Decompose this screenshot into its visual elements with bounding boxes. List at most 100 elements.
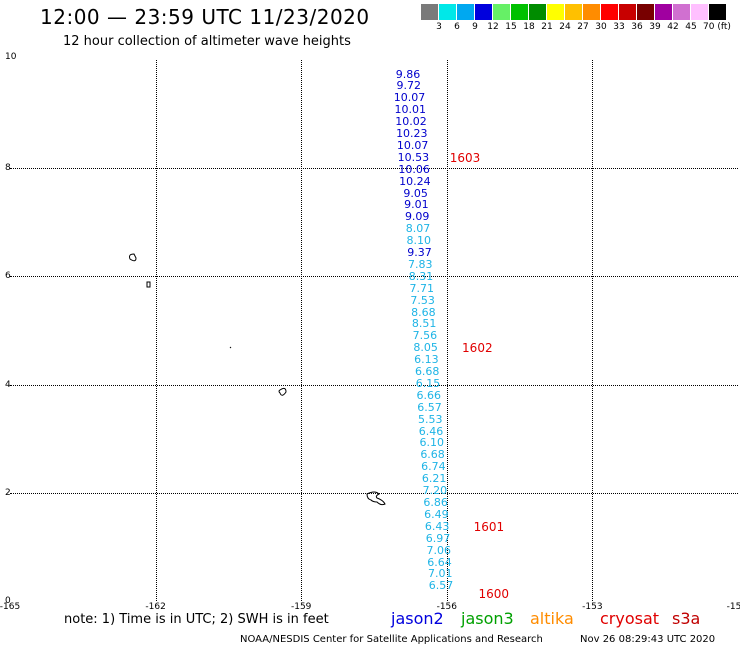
island-outlines — [129, 253, 386, 506]
wave-height-reading: 8.68 — [411, 305, 436, 319]
scale-swatch — [439, 4, 456, 20]
wave-height-reading: 8.51 — [411, 317, 437, 331]
latitude-label: 6 — [5, 271, 11, 282]
wave-height-reading: 8.07 — [405, 222, 431, 236]
latitude-gridline — [10, 276, 738, 278]
longitude-label: -159 — [290, 602, 312, 612]
scale-swatch — [583, 4, 600, 20]
longitude-label: -156 — [436, 602, 458, 612]
legend-jason2: jason2 — [391, 609, 444, 628]
credit-text: NOAA/NESDIS Center for Satellite Applica… — [240, 634, 543, 645]
scale-label: 15 — [505, 22, 517, 32]
wave-height-reading: 7.06 — [426, 543, 451, 557]
scale-label: 9 — [472, 22, 478, 32]
wave-height-reading: 7.71 — [409, 281, 435, 295]
pass-time-label: 1603 — [449, 150, 481, 165]
wave-height-reading: 9.05 — [403, 186, 428, 200]
wave-height-reading: 10.01 — [394, 103, 427, 117]
wave-height-reading: 10.23 — [396, 127, 428, 141]
wave-height-reading: 5.53 — [418, 412, 443, 426]
scale-label: 21 — [541, 22, 553, 32]
longitude-label: -162 — [145, 602, 166, 612]
wave-height-reading: 6.68 — [420, 448, 445, 462]
scale-swatch — [475, 4, 492, 20]
wave-height-reading: 6.57 — [428, 579, 454, 593]
footer-note: note: 1) Time is in UTC; 2) SWH is in fe… — [64, 612, 329, 627]
scale-label: 27 — [577, 22, 589, 32]
wave-height-reading: 6.15 — [415, 376, 441, 390]
wave-height-reading: 7.20 — [422, 484, 448, 498]
longitude-label: -15 — [726, 602, 740, 612]
scale-swatch — [511, 4, 528, 20]
longitude-gridline — [446, 60, 448, 601]
wave-height-color-scale: 3 6 9 12 15 18 21 24 27 30 33 36 39 42 45 70 (ft) — [421, 4, 731, 34]
longitude-gridline — [155, 60, 157, 601]
pass-time-label: 1601 — [473, 519, 505, 534]
scale-swatch — [547, 4, 564, 20]
wave-height-reading: 10.07 — [393, 91, 426, 105]
scale-label: 6 — [454, 22, 460, 32]
wave-height-reading: 9.09 — [404, 210, 430, 224]
latitude-label: 8 — [5, 163, 11, 174]
scale-label: 12 — [487, 22, 499, 32]
scale-label: 3 — [436, 22, 442, 32]
map-title: 12:00 — 23:59 UTC 11/23/2020 — [40, 5, 370, 29]
island-outline — [229, 346, 232, 349]
longitude-label: -165 — [0, 602, 21, 612]
scale-swatch — [457, 4, 474, 20]
scale-label: 39 — [649, 22, 661, 32]
wave-height-reading: 6.57 — [417, 400, 442, 414]
wave-height-reading: 7.53 — [410, 293, 435, 307]
latitude-label: 2 — [5, 487, 11, 498]
wave-height-reading: 6.68 — [414, 365, 440, 379]
scale-label: 45 — [685, 22, 697, 32]
wave-height-reading: 7.83 — [408, 257, 433, 271]
wave-height-reading: 6.64 — [427, 555, 452, 569]
wave-height-reading: 7.01 — [428, 567, 453, 581]
generated-timestamp: Nov 26 08:29:43 UTC 2020 — [580, 634, 716, 645]
pass-time-label: 1602 — [462, 341, 493, 356]
scale-label: 33 — [613, 22, 625, 32]
wave-height-reading: 6.49 — [424, 507, 449, 521]
latitude-gridline — [10, 168, 738, 170]
map-area[interactable]: 9.86 9.72 10.07 10.01 10.02 10.23 10.07 10.53 10… — [10, 60, 738, 601]
latitude-gridline — [10, 492, 738, 494]
wave-height-reading: 7.56 — [412, 329, 438, 343]
latitude-label: 4 — [5, 379, 11, 390]
legend-cryosat: cryosat — [600, 609, 660, 628]
island-outline — [366, 491, 386, 506]
wave-height-reading: 6.21 — [421, 472, 447, 486]
scale-swatch — [637, 4, 654, 20]
latitude-label: 0 — [5, 596, 11, 606]
wave-height-reading: 6.86 — [423, 495, 448, 509]
island-outline — [129, 253, 137, 262]
wave-height-reading: 6.74 — [421, 460, 446, 474]
scale-swatch — [709, 4, 726, 20]
wave-height-reading: 6.66 — [416, 388, 441, 402]
wave-height-reading: 9.72 — [396, 79, 421, 93]
wave-height-reading: 8.05 — [413, 341, 438, 355]
wave-height-reading: 6.43 — [424, 519, 450, 533]
longitude-gridline — [301, 60, 303, 601]
legend-jason3: jason3 — [461, 609, 514, 628]
wave-height-reading: 9.37 — [407, 246, 432, 260]
scale-swatch — [493, 4, 510, 20]
scale-swatch — [619, 4, 636, 20]
wave-height-reading: 10.02 — [395, 115, 427, 129]
island-outline — [146, 281, 151, 288]
wave-height-reading: 6.46 — [418, 424, 444, 438]
latitude-gridline — [10, 384, 738, 386]
scale-label: 70 (ft) — [703, 22, 731, 32]
wave-height-reading: 8.31 — [408, 269, 434, 283]
wave-height-reading: 10.24 — [399, 174, 431, 188]
legend-altika: altika — [530, 609, 574, 628]
scale-swatch — [565, 4, 582, 20]
scale-label: 30 — [595, 22, 607, 32]
latitude-label: 10 — [5, 52, 17, 62]
longitude-gridline — [592, 60, 594, 601]
scale-swatch — [673, 4, 690, 20]
scale-label: 42 — [667, 22, 679, 32]
wave-height-reading: 10.07 — [396, 138, 429, 152]
scale-label: 36 — [631, 22, 643, 32]
wave-height-reading: 6.97 — [425, 531, 451, 545]
